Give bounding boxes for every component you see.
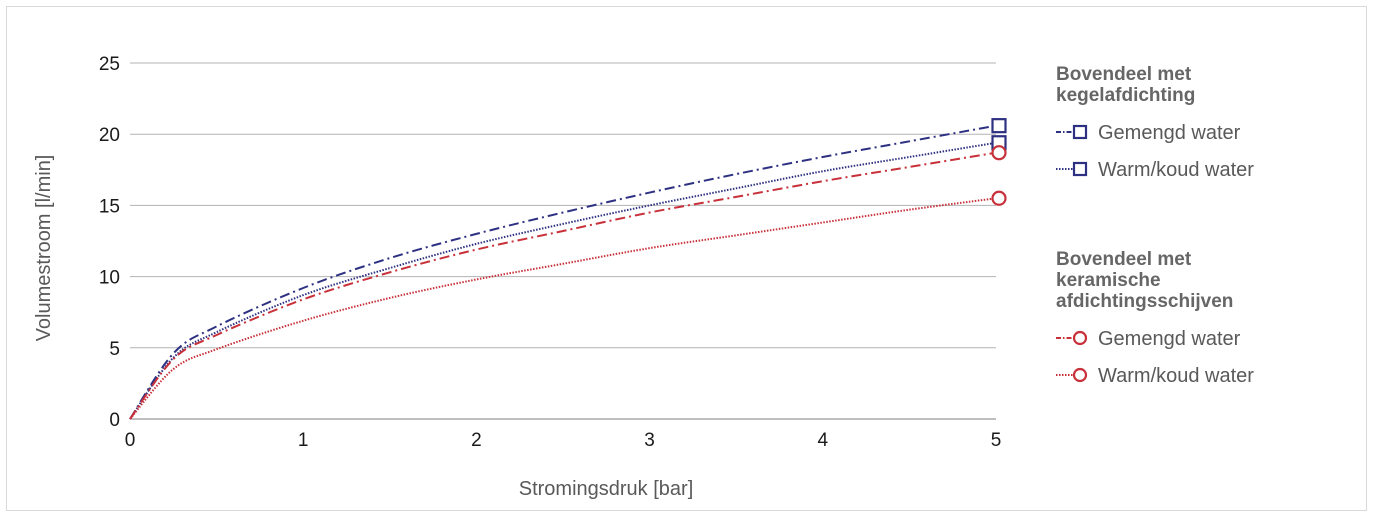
grid-lines	[130, 62, 996, 420]
series-lines	[129, 124, 997, 420]
series-line-1	[129, 141, 997, 420]
y-axis-title: Volumestroom [l/min]	[33, 155, 55, 342]
y-tick-label: 0	[109, 410, 120, 431]
legend-marker	[1072, 161, 1088, 177]
y-tick-label: 25	[99, 54, 120, 75]
legend-marker	[1072, 330, 1088, 346]
series-line-3	[129, 197, 997, 420]
legend-label: Warm/koud water	[1098, 159, 1254, 181]
legend-label: Gemengd water	[1098, 122, 1241, 144]
series-line-0	[129, 124, 997, 420]
legend-marker	[1072, 124, 1088, 140]
x-tick-label: 3	[644, 430, 655, 451]
y-tick-label: 10	[99, 268, 120, 289]
y-tick-label: 20	[99, 125, 120, 146]
legend-marker	[1072, 367, 1088, 383]
x-axis-title: Stromingsdruk [bar]	[519, 478, 694, 500]
y-tick-label: 5	[109, 339, 120, 360]
legend-group-title: keramische	[1056, 270, 1161, 291]
y-tick-label: 15	[99, 196, 120, 217]
legend-group-title: Bovendeel met	[1056, 249, 1192, 270]
legend-group-title: kegelafdichting	[1056, 85, 1195, 106]
legend-label: Gemengd water	[1098, 328, 1241, 350]
x-tick-label: 1	[298, 430, 309, 451]
series-end-marker-3	[991, 190, 1007, 206]
series-end-markers	[991, 118, 1007, 206]
x-tick-label: 2	[471, 430, 482, 451]
y-tick-labels: 0 5 10 15 20 25	[99, 54, 120, 431]
series-end-marker-2	[991, 145, 1007, 161]
x-tick-label: 4	[818, 430, 829, 451]
legend-group-title: afdichtingsschijven	[1056, 291, 1233, 312]
series-end-marker-0	[991, 118, 1007, 134]
x-tick-label: 5	[991, 430, 1002, 451]
legend-group-title: Bovendeel met	[1056, 64, 1192, 85]
series-line-2	[129, 151, 997, 420]
x-tick-label: 0	[125, 430, 136, 451]
x-tick-labels: 0 1 2 3 4 5	[125, 430, 1002, 451]
chart-frame	[6, 6, 1367, 511]
legend-label: Warm/koud water	[1098, 365, 1254, 387]
